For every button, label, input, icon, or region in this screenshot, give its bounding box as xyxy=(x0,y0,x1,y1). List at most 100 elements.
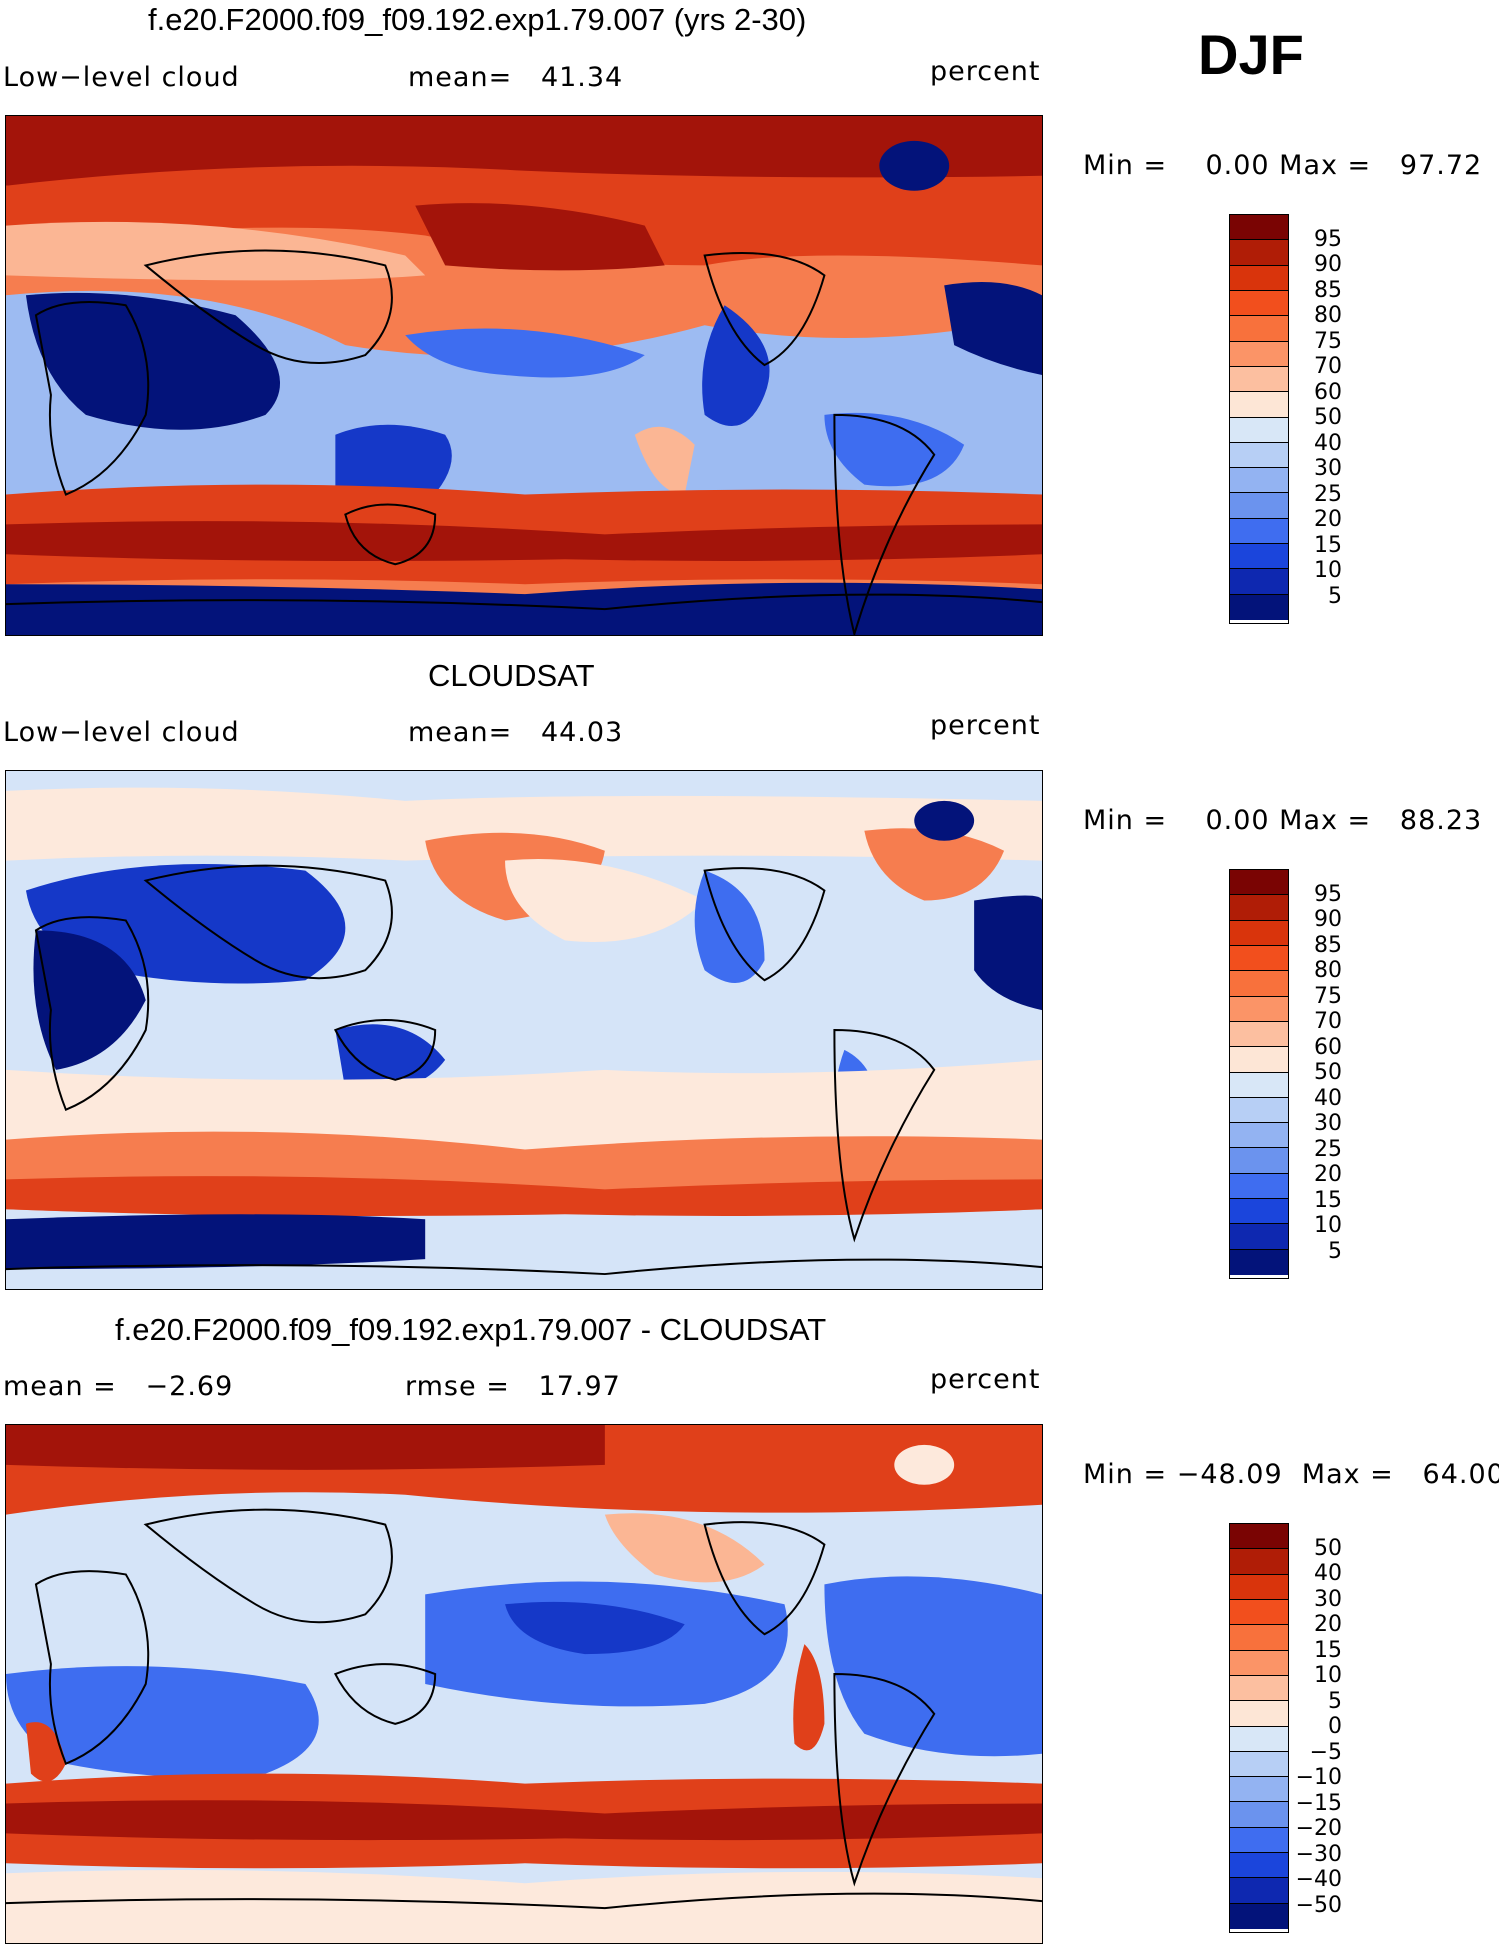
colorbar-swatch xyxy=(1230,316,1288,342)
colorbar-swatch xyxy=(1230,996,1288,1022)
colorbar-tick-label: 50 xyxy=(1314,1060,1342,1085)
colorbar-swatch xyxy=(1230,1148,1288,1174)
panel2-units-label: percent xyxy=(930,710,1041,741)
colorbar-tick-label: 15 xyxy=(1314,1187,1342,1213)
colorbar-tick-label: 5 xyxy=(1328,583,1342,609)
panel3-colorbar-labels: 50 40 30 20 15 10 5 0 −5 −10 −15 −20 −30 −40 −50 xyxy=(1270,1523,1350,1933)
panel2-minmax: Min = 0.00 Max = 88.23 xyxy=(1083,805,1483,836)
colorbar-swatch xyxy=(1230,1549,1288,1575)
colorbar-swatch xyxy=(1230,290,1288,317)
panel2-map xyxy=(5,770,1043,1290)
colorbar-tick-label: 80 xyxy=(1314,303,1342,328)
panel2-colorbar xyxy=(1229,869,1289,1279)
colorbar-swatch xyxy=(1230,1777,1288,1803)
colorbar-swatch xyxy=(1230,1047,1288,1073)
colorbar-swatch xyxy=(1230,265,1288,291)
colorbar-swatch xyxy=(1230,1853,1288,1879)
colorbar-swatch xyxy=(1230,1574,1288,1600)
colorbar-swatch xyxy=(1230,1249,1288,1275)
panel2-title: CLOUDSAT xyxy=(428,658,595,693)
colorbar-tick-label: 60 xyxy=(1314,1034,1342,1060)
colorbar-tick-label: 10 xyxy=(1314,1213,1342,1238)
colorbar-swatch xyxy=(1230,1701,1288,1727)
panel1-units-label: percent xyxy=(930,56,1041,87)
panel1-colorbar-labels: 95 90 85 80 75 70 60 50 40 30 25 20 15 10 5 xyxy=(1270,214,1350,624)
panel2-mean-label: mean= 44.03 xyxy=(408,717,624,748)
colorbar-swatch xyxy=(1230,1173,1288,1200)
colorbar-tick-label: 75 xyxy=(1314,983,1342,1009)
colorbar-swatch xyxy=(1230,417,1288,443)
colorbar-swatch xyxy=(1230,870,1288,896)
panel1-africa-asia-low xyxy=(25,292,281,430)
panel2-variable-label: Low−level cloud xyxy=(3,717,240,748)
colorbar-tick-label: 60 xyxy=(1314,379,1342,405)
colorbar-tick-label: 5 xyxy=(1328,1238,1342,1264)
colorbar-tick-label: 5 xyxy=(1328,1688,1342,1714)
colorbar-tick-label: 90 xyxy=(1314,252,1342,277)
panel3-coastlines xyxy=(6,1508,1042,1910)
colorbar-swatch xyxy=(1230,1675,1288,1702)
colorbar-swatch xyxy=(1230,1599,1288,1626)
colorbar-tick-label: 85 xyxy=(1314,932,1342,958)
colorbar-swatch xyxy=(1230,442,1288,469)
colorbar-tick-label: 70 xyxy=(1314,1009,1342,1034)
panel3-title: f.e20.F2000.f09_f09.192.exp1.79.007 - CL… xyxy=(115,1312,827,1347)
colorbar-swatch xyxy=(1230,1878,1288,1904)
colorbar-tick-label: 50 xyxy=(1314,1535,1342,1561)
panel1-minmax: Min = 0.00 Max = 97.72 xyxy=(1083,150,1483,181)
colorbar-swatch xyxy=(1230,240,1288,266)
colorbar-swatch xyxy=(1230,1903,1288,1929)
panel2-antarctic-low xyxy=(6,1214,426,1270)
colorbar-swatch xyxy=(1230,920,1288,946)
colorbar-tick-label: −30 xyxy=(1295,1841,1342,1867)
colorbar-tick-label: −10 xyxy=(1295,1765,1342,1790)
colorbar-tick-label: 0 xyxy=(1328,1714,1342,1739)
colorbar-tick-label: 80 xyxy=(1314,958,1342,983)
colorbar-swatch xyxy=(1230,1625,1288,1651)
colorbar-tick-label: 20 xyxy=(1314,1612,1342,1637)
colorbar-tick-label: −5 xyxy=(1309,1739,1342,1765)
panel3-andes-positive xyxy=(793,1644,825,1751)
colorbar-tick-label: 15 xyxy=(1314,1637,1342,1663)
colorbar-swatch xyxy=(1230,366,1288,393)
colorbar-tick-label: 50 xyxy=(1314,405,1342,430)
colorbar-tick-label: 25 xyxy=(1314,481,1342,507)
colorbar-swatch xyxy=(1230,1524,1288,1550)
panel1-mean-label: mean= 41.34 xyxy=(408,62,624,93)
colorbar-swatch xyxy=(1230,518,1288,545)
colorbar-swatch xyxy=(1230,1827,1288,1854)
colorbar-tick-label: 95 xyxy=(1314,881,1342,907)
colorbar-tick-label: 40 xyxy=(1314,1085,1342,1111)
panel2-coastlines xyxy=(6,864,1042,1276)
colorbar-swatch xyxy=(1230,493,1288,519)
colorbar-swatch xyxy=(1230,1650,1288,1676)
panel3-minmax: Min = −48.09 Max = 64.00 xyxy=(1083,1459,1499,1490)
panel1-coastlines xyxy=(6,249,1042,635)
colorbar-tick-label: −50 xyxy=(1295,1892,1342,1918)
colorbar-swatch xyxy=(1230,1123,1288,1149)
panel1-map-svg xyxy=(6,116,1042,635)
colorbar-swatch xyxy=(1230,392,1288,418)
colorbar-tick-label: 10 xyxy=(1314,1663,1342,1688)
colorbar-tick-label: 85 xyxy=(1314,277,1342,303)
colorbar-swatch xyxy=(1230,1021,1288,1048)
season-label: DJF xyxy=(1198,23,1304,86)
panel1-title: f.e20.F2000.f09_f09.192.exp1.79.007 (yrs… xyxy=(148,2,807,37)
colorbar-tick-label: −20 xyxy=(1295,1816,1342,1841)
colorbar-swatch xyxy=(1230,1751,1288,1778)
colorbar-swatch xyxy=(1230,1726,1288,1752)
colorbar-tick-label: 20 xyxy=(1314,1162,1342,1187)
colorbar-swatch xyxy=(1230,1072,1288,1098)
colorbar-swatch xyxy=(1230,1802,1288,1828)
colorbar-swatch xyxy=(1230,945,1288,972)
panel3-rmse-label: rmse = 17.97 xyxy=(405,1371,621,1402)
panel3-map xyxy=(5,1424,1043,1944)
panel2-colorbar-labels: 95 90 85 80 75 70 60 50 40 30 25 20 15 10 5 xyxy=(1270,869,1350,1279)
colorbar-tick-label: 20 xyxy=(1314,507,1342,532)
colorbar-swatch xyxy=(1230,544,1288,570)
panel3-mean-label: mean = −2.69 xyxy=(3,1371,234,1402)
colorbar-tick-label: 75 xyxy=(1314,328,1342,354)
colorbar-swatch xyxy=(1230,594,1288,620)
colorbar-tick-label: 25 xyxy=(1314,1136,1342,1162)
colorbar-tick-label: 15 xyxy=(1314,532,1342,558)
